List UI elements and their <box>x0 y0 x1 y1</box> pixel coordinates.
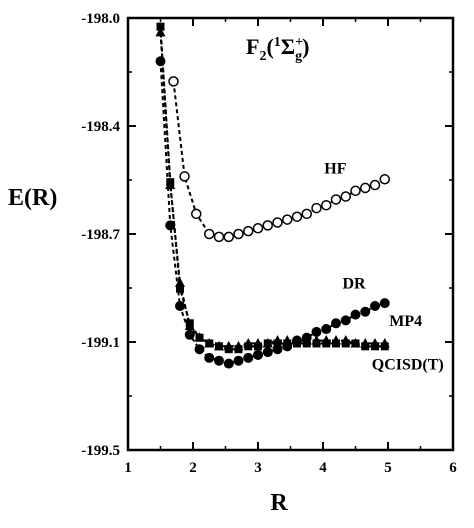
data-point-qcisd-t <box>341 339 350 348</box>
data-point-mp4 <box>155 26 166 37</box>
data-point-hf <box>223 231 234 243</box>
data-point-hf <box>330 194 342 205</box>
labels-layer: HF DR MP4 QCISD(T) <box>324 161 443 374</box>
data-point-hf <box>179 171 190 182</box>
data-point-hf <box>272 217 283 228</box>
data-point-dr <box>243 352 254 363</box>
data-point-qcisd-t <box>312 339 321 348</box>
data-point-dr <box>360 306 371 317</box>
data-point-hf <box>360 182 371 194</box>
y-tick-label: -199.1 <box>81 335 120 351</box>
y-tick-label: -198.7 <box>81 227 120 243</box>
data-point-dr <box>223 358 234 369</box>
data-point-qcisd-t <box>166 178 175 187</box>
data-point-dr <box>331 318 341 329</box>
data-point-qcisd-t <box>273 339 282 348</box>
data-point-dr <box>233 355 244 366</box>
data-point-dr <box>350 309 361 320</box>
data-point-qcisd-t <box>351 339 360 348</box>
data-point-qcisd-t <box>215 342 223 351</box>
x-tick-label: 5 <box>384 460 392 476</box>
data-point-hf <box>321 199 332 211</box>
x-tick-label: 3 <box>254 460 262 476</box>
data-point-qcisd-t <box>176 284 184 293</box>
data-point-qcisd-t <box>371 342 379 351</box>
data-point-qcisd-t <box>322 339 331 348</box>
data-point-mp4 <box>175 277 185 287</box>
y-tick-label: -198.0 <box>81 11 120 27</box>
data-point-hf <box>369 179 381 191</box>
data-point-dr <box>214 355 224 366</box>
data-point-dr <box>253 349 263 360</box>
x-tick-label: 2 <box>189 460 197 476</box>
series-layer <box>155 22 390 369</box>
series-label-hf: HF <box>324 161 346 178</box>
data-point-hf <box>340 191 351 202</box>
x-tick-label: 4 <box>319 460 327 476</box>
data-point-qcisd-t <box>244 342 253 351</box>
data-point-dr <box>311 326 322 337</box>
series-label-mp4: MP4 <box>389 313 422 330</box>
series-label-qcisd-t: QCISD(T) <box>372 356 444 373</box>
data-point-qcisd-t <box>185 319 194 328</box>
data-point-qcisd-t <box>332 339 340 348</box>
data-point-qcisd-t <box>254 342 262 351</box>
data-point-dr <box>155 56 166 67</box>
series-line-qcisd-t <box>159 26 385 351</box>
x-tick-label: 6 <box>449 460 457 476</box>
data-point-qcisd-t <box>380 342 389 351</box>
data-point-dr <box>175 301 185 311</box>
data-point-hf <box>191 208 202 220</box>
data-point-hf <box>252 222 264 234</box>
data-point-qcisd-t <box>205 339 214 348</box>
y-tick-label: -199.5 <box>81 443 120 459</box>
data-point-qcisd-t <box>302 339 311 348</box>
data-point-dr <box>321 324 332 335</box>
data-point-dr <box>194 344 205 355</box>
data-point-dr <box>370 301 380 311</box>
data-point-hf <box>262 220 273 231</box>
data-point-qcisd-t <box>195 333 204 342</box>
series-hf <box>168 76 390 243</box>
data-point-qcisd-t <box>293 339 301 348</box>
data-point-hf <box>243 225 254 237</box>
data-point-qcisd-t <box>283 339 292 348</box>
data-point-hf <box>213 231 225 243</box>
data-point-dr <box>379 298 390 309</box>
data-point-qcisd-t <box>224 345 233 354</box>
data-point-hf <box>291 211 303 222</box>
data-point-hf <box>379 174 390 185</box>
data-point-dr <box>204 352 215 363</box>
y-tick-label: -198.4 <box>81 119 120 135</box>
data-point-hf <box>282 214 293 225</box>
y-axis-title: E(R) <box>8 185 57 211</box>
data-point-hf <box>168 76 179 87</box>
data-point-hf <box>233 228 244 240</box>
series-line-hf <box>172 81 386 238</box>
data-point-dr <box>340 315 351 326</box>
data-point-hf <box>204 228 215 240</box>
data-point-hf <box>311 202 322 214</box>
data-point-dr <box>262 347 273 358</box>
chart-title: F2(1Σ+ g) <box>246 34 309 64</box>
data-point-qcisd-t <box>263 339 272 348</box>
data-point-dr <box>184 329 195 340</box>
series-qcisd-t <box>156 22 389 354</box>
data-point-qcisd-t <box>156 22 165 31</box>
x-tick-label: 1 <box>124 460 132 476</box>
axes: 1 2 3 4 5 6 -198.0 -198.4 -198.7 -199.1 -199.5 <box>81 11 457 476</box>
data-point-qcisd-t <box>361 342 370 351</box>
x-axis-title: R <box>270 490 288 516</box>
data-point-dr <box>165 220 176 231</box>
data-point-hf <box>350 185 361 197</box>
data-point-qcisd-t <box>234 345 243 354</box>
series-label-dr: DR <box>343 276 367 293</box>
data-point-hf <box>301 208 312 220</box>
